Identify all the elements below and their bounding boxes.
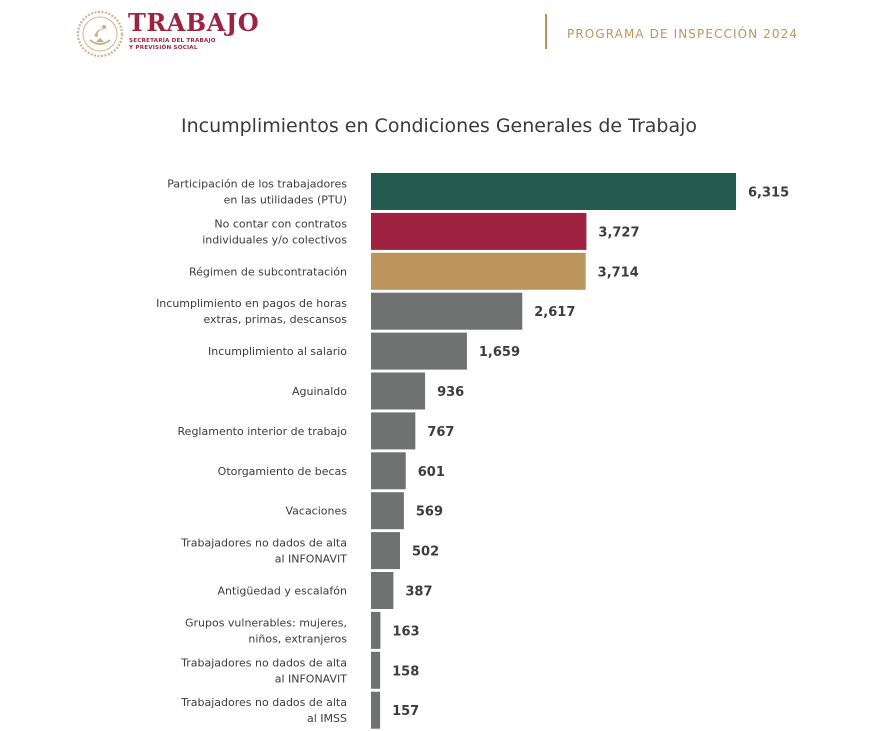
bar-0 [371,173,736,210]
bar-2 [371,252,586,290]
bar-11 [371,611,381,649]
program-title: PROGRAMA DE INSPECCIÓN 2024 [567,27,799,41]
value-label-1: 3,727 [598,225,639,240]
value-label-9: 502 [412,545,439,560]
mexico-seal-logo [76,10,124,58]
category-label-9: Trabajadores no dados de alta al INFONAVI… [180,537,347,566]
bar-10 [371,572,394,609]
bar-8 [371,492,404,530]
header-divider [545,14,547,49]
bar-12 [371,651,381,689]
category-label-7: Otorgamiento de becas [218,465,348,478]
value-label-11: 163 [392,624,419,639]
bar-9 [371,532,401,570]
bar-1 [371,212,587,250]
value-label-13: 157 [392,704,419,719]
value-label-10: 387 [405,585,432,600]
value-label-5: 936 [437,385,464,400]
category-label-11: Grupos vulnerables: mujeres, niños, extra… [185,616,347,645]
category-label-5: Aguinaldo [292,385,347,398]
value-label-2: 3,714 [598,265,639,280]
category-label-12: Trabajadores no dados de alta al INFONAVI… [180,656,347,685]
category-label-8: Vacaciones [285,505,347,518]
category-label-10: Antigüedad y escalafón [218,585,347,598]
value-label-6: 767 [427,425,454,440]
value-label-3: 2,617 [534,305,575,320]
bar-3 [371,292,523,330]
category-label-13: Trabajadores no dados de alta al IMSS [180,696,347,725]
bar-7 [371,452,406,490]
value-label-4: 1,659 [479,345,520,360]
logo-subtitle-line2: Y PREVISIÓN SOCIAL [129,45,198,51]
value-label-8: 569 [416,505,443,520]
value-label-7: 601 [418,465,445,480]
category-label-6: Reglamento interior de trabajo [178,425,348,438]
bar-6 [371,412,416,450]
logo-subtitle-line1: SECRETARÍA DEL TRABAJO [129,38,216,44]
category-label-1: No contar con contratos individuales y/o … [202,217,347,246]
category-label-0: Participación de los trabajadores en las … [167,178,347,207]
logo-wordmark: TRABAJO [128,8,260,37]
bar-5 [371,372,426,410]
value-label-0: 6,315 [748,186,789,201]
bar-13 [371,691,381,729]
category-label-4: Incumplimiento al salario [208,345,347,358]
category-label-2: Régimen de subcontratación [189,265,347,278]
category-label-3: Incumplimiento en pagos de horas extras, … [156,297,347,326]
value-label-12: 158 [392,664,419,679]
bar-4 [371,332,467,370]
chart-title: Incumplimientos en Condiciones Generales… [180,115,698,137]
